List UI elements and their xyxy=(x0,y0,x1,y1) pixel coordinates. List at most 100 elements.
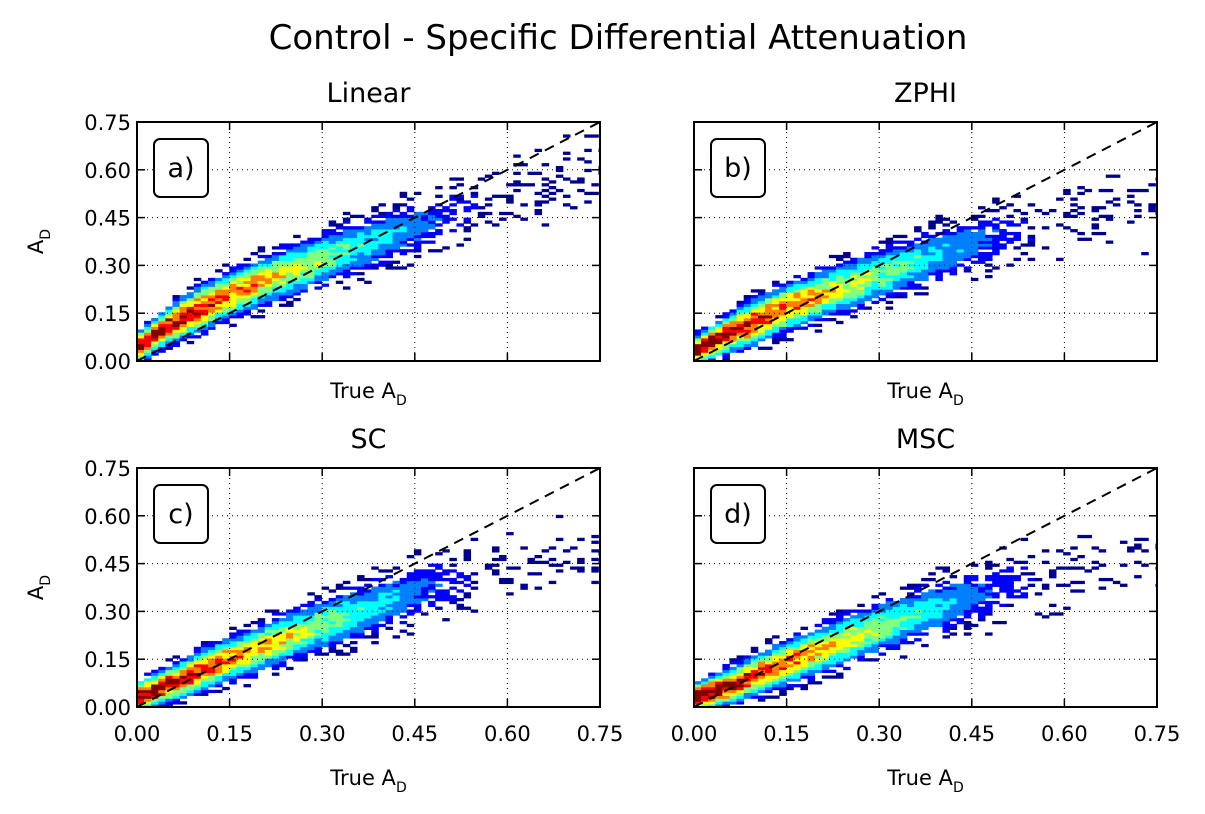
heatmap-cell xyxy=(779,646,787,651)
heatmap-cell xyxy=(293,655,301,659)
heatmap-cell xyxy=(814,669,823,673)
heatmap-cell xyxy=(906,600,915,605)
heatmap-cell xyxy=(906,595,915,599)
heatmap-cell xyxy=(392,600,401,605)
heatmap-cell xyxy=(151,684,159,688)
heatmap-cell xyxy=(857,289,865,293)
heatmap-cell xyxy=(722,340,730,345)
heatmap-cell xyxy=(757,300,766,305)
heatmap-cell xyxy=(200,312,209,316)
heatmap-cell xyxy=(172,297,180,302)
heatmap-cell xyxy=(534,211,543,216)
heatmap-cell xyxy=(314,646,322,651)
heatmap-cell xyxy=(229,306,237,310)
heatmap-cell xyxy=(807,292,816,296)
heatmap-cell xyxy=(463,555,472,559)
heatmap-cell xyxy=(200,320,209,325)
heatmap-cell xyxy=(371,263,379,267)
heatmap-cell xyxy=(1041,586,1050,590)
heatmap-cell xyxy=(371,598,379,602)
heatmap-cell xyxy=(821,309,830,313)
heatmap-cell xyxy=(736,303,745,307)
heatmap-cell xyxy=(385,214,393,218)
heatmap-cell xyxy=(264,283,273,287)
heatmap-cell xyxy=(236,286,244,290)
heatmap-cell xyxy=(300,603,308,608)
heatmap-cell xyxy=(158,678,166,682)
heatmap-cell xyxy=(1141,537,1149,542)
heatmap-cell xyxy=(892,249,901,253)
heatmap-cell xyxy=(484,197,493,201)
heatmap-cell xyxy=(399,595,408,599)
one-to-one-line xyxy=(693,467,1158,708)
heatmap-cell xyxy=(694,340,702,345)
heatmap-cell xyxy=(892,612,901,616)
heatmap-cell xyxy=(850,257,858,262)
heatmap-cell xyxy=(236,669,244,673)
heatmap-cell xyxy=(729,701,737,705)
heatmap-cell xyxy=(179,686,188,691)
heatmap-cell xyxy=(491,569,500,573)
heatmap-cell xyxy=(399,234,408,239)
heatmap-cell xyxy=(871,286,879,290)
heatmap-cell xyxy=(335,623,344,628)
heatmap-cell xyxy=(885,289,894,293)
heatmap-cell xyxy=(757,320,766,325)
heatmap-cell xyxy=(342,635,351,639)
heatmap-cell xyxy=(970,231,979,236)
heatmap-cell xyxy=(793,684,801,688)
heatmap-cell xyxy=(871,641,879,645)
heatmap-cell xyxy=(807,681,816,685)
heatmap-cell xyxy=(371,209,379,213)
heatmap-cell xyxy=(513,183,521,187)
heatmap-cell xyxy=(420,569,429,573)
heatmap-cell xyxy=(193,684,202,688)
heatmap-cell xyxy=(977,226,986,230)
heatmap-cell xyxy=(406,577,415,582)
heatmap-cell xyxy=(399,629,408,633)
heatmap-cell xyxy=(215,684,223,688)
heatmap-cell xyxy=(349,629,358,633)
heatmap-cell xyxy=(977,220,986,224)
heatmap-cell xyxy=(406,197,415,201)
heatmap-cell xyxy=(207,300,216,305)
heatmap-cell xyxy=(172,663,180,668)
heatmap-cell xyxy=(992,217,1000,221)
heatmap-cell xyxy=(250,620,259,625)
heatmap-cell xyxy=(193,300,202,305)
heatmap-cell xyxy=(435,583,443,587)
heatmap-cell xyxy=(736,332,745,336)
heatmap-cell xyxy=(513,154,521,158)
heatmap-cell xyxy=(772,329,780,333)
heatmap-cell xyxy=(864,254,872,259)
heatmap-cell xyxy=(970,623,979,628)
heatmap-cell xyxy=(406,226,415,230)
heatmap-cell xyxy=(722,675,730,679)
heatmap-cell xyxy=(736,306,745,310)
heatmap-cell xyxy=(750,309,759,313)
heatmap-cell xyxy=(286,289,294,293)
heatmap-cell xyxy=(357,234,365,239)
heatmap-cell xyxy=(743,672,752,676)
heatmap-cell xyxy=(779,332,787,336)
heatmap-cell xyxy=(236,658,244,662)
heatmap-cell xyxy=(807,663,816,668)
heatmap-cell xyxy=(793,286,801,290)
heatmap-cell xyxy=(772,320,780,325)
heatmap-cell xyxy=(186,326,195,330)
heatmap-cell xyxy=(1077,534,1085,539)
heatmap-cell xyxy=(193,658,202,662)
heatmap-cell xyxy=(800,643,808,648)
heatmap-cell xyxy=(286,652,294,656)
heatmap-cell xyxy=(828,312,837,316)
heatmap-cell xyxy=(1070,580,1078,585)
heatmap-cell xyxy=(729,695,737,699)
heatmap-cell xyxy=(828,649,837,653)
heatmap-cell xyxy=(850,655,858,659)
heatmap-cell xyxy=(151,352,159,356)
heatmap-cell xyxy=(999,577,1007,582)
heatmap-cell xyxy=(1070,197,1078,201)
heatmap-cell xyxy=(442,577,450,582)
heatmap-cell xyxy=(420,226,429,230)
heatmap-cell xyxy=(708,672,716,676)
